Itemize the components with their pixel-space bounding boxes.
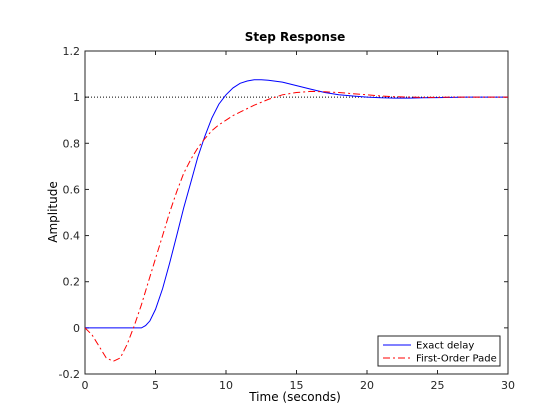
y-tick-label: 0 bbox=[73, 322, 80, 335]
chart-title: Step Response bbox=[245, 30, 345, 44]
x-tick-label: 15 bbox=[290, 379, 304, 392]
legend-box bbox=[377, 335, 501, 367]
axes-box bbox=[84, 50, 509, 375]
x-tick-label: 0 bbox=[82, 379, 89, 392]
y-tick-label: 0.6 bbox=[63, 183, 81, 196]
x-tick-label: 10 bbox=[219, 379, 233, 392]
exact-delay-line bbox=[85, 79, 508, 329]
y-tick-label: -0.2 bbox=[59, 368, 80, 381]
x-tick-label: 25 bbox=[431, 379, 445, 392]
y-tick-label: 0.8 bbox=[63, 137, 81, 150]
x-axis-label: Time (seconds) bbox=[248, 390, 341, 404]
legend-label: First-Order Pade bbox=[416, 354, 497, 365]
y-axis-label: Amplitude bbox=[46, 181, 60, 243]
y-tick-label: 1 bbox=[73, 91, 80, 104]
legend-label: Exact delay bbox=[416, 341, 474, 352]
y-tick-label: 0.2 bbox=[63, 276, 81, 289]
x-tick-label: 5 bbox=[152, 379, 159, 392]
x-tick-label: 20 bbox=[360, 379, 374, 392]
y-tick-label: 0.4 bbox=[63, 230, 81, 243]
x-tick-label: 30 bbox=[501, 379, 515, 392]
y-tick-label: 1.2 bbox=[63, 45, 81, 58]
first-order-pade-line bbox=[84, 90, 508, 362]
